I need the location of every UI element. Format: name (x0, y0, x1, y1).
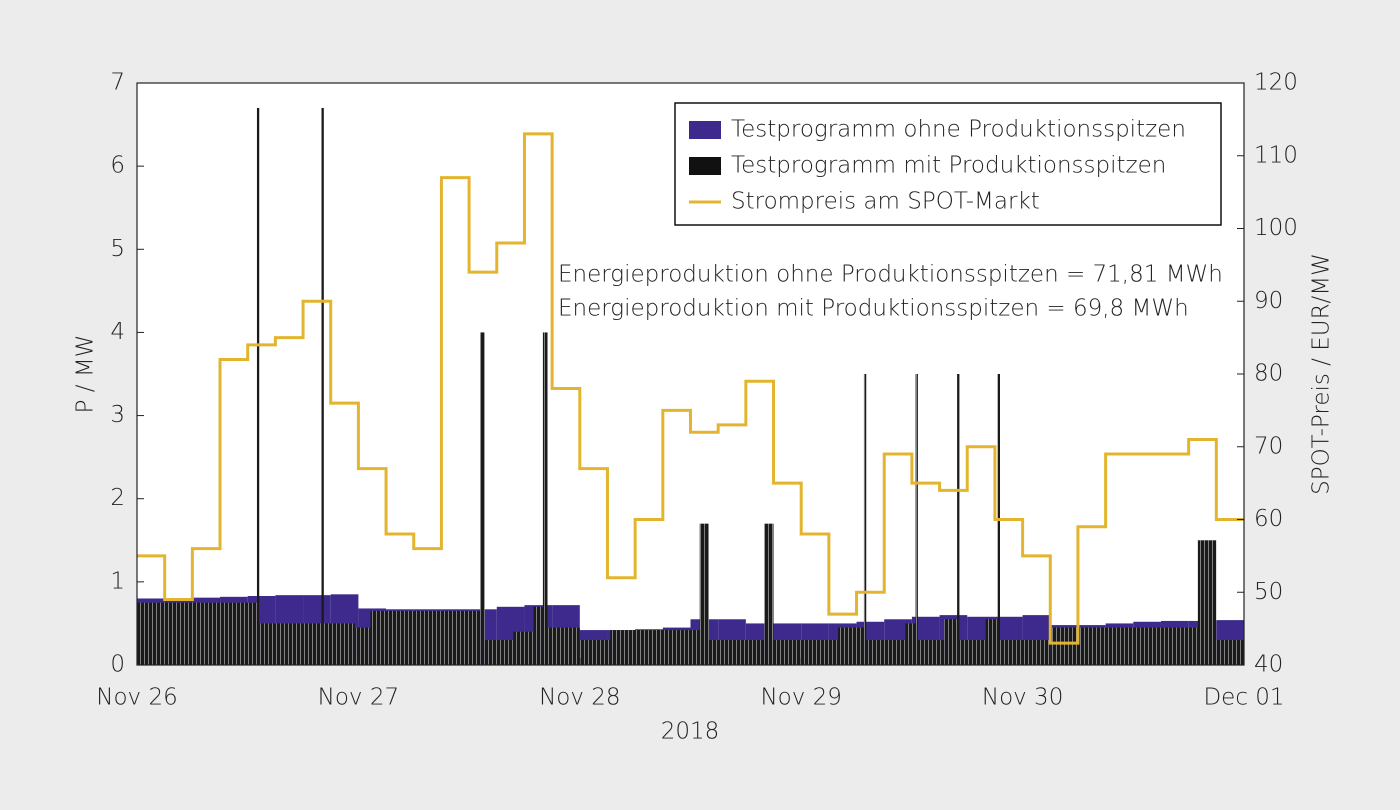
y2-tick-label: 80 (1254, 361, 1283, 387)
legend-label: Testprogramm mit Produktionsspitzen (731, 153, 1166, 179)
x-tick-label: Nov 26 (96, 685, 177, 711)
bar (773, 640, 839, 665)
price-line (137, 132, 1244, 645)
bar (1216, 640, 1244, 665)
x-tick-label: Nov 28 (539, 685, 620, 711)
y-tick-label: 3 (110, 402, 125, 428)
annotation: Energieproduktion mit Produktionsspitzen… (558, 296, 1189, 322)
y2-tick-label: 110 (1254, 142, 1298, 168)
y-axis-label: P / MW (73, 335, 99, 414)
y2-axis-label: SPOT-Preis / EUR/MW (1309, 253, 1335, 495)
bar (321, 107, 324, 665)
bar (513, 631, 534, 665)
bar (764, 523, 774, 665)
bar (256, 107, 260, 665)
bar (137, 602, 257, 665)
bar (259, 623, 322, 665)
legend-label: Strompreis am SPOT-Markt (731, 189, 1040, 215)
legend-swatch (689, 121, 721, 139)
x-tick-label: Dec 01 (1203, 685, 1284, 711)
bar (480, 332, 485, 665)
bar (484, 640, 514, 665)
y-tick-label: 2 (110, 485, 125, 511)
bar (863, 374, 867, 665)
y-tick-label: 6 (110, 153, 125, 179)
bar (354, 627, 371, 665)
y-tick-label: 0 (110, 652, 125, 678)
y-tick-label: 4 (110, 319, 125, 345)
legend-box (674, 102, 1222, 226)
bar (542, 332, 548, 665)
legend-swatch (689, 157, 721, 175)
bar (905, 623, 916, 665)
bar (610, 630, 700, 665)
y2-tick-label: 40 (1254, 652, 1283, 678)
y2-tick-label: 100 (1254, 215, 1298, 241)
x-tick-label: Nov 29 (760, 685, 841, 711)
bar (370, 610, 481, 665)
bar (915, 374, 918, 665)
x-axis-label: 2018 (661, 719, 720, 745)
y-tick-label: 7 (110, 70, 125, 96)
bar (917, 640, 945, 665)
y2-tick-label: 120 (1254, 70, 1298, 96)
y2-tick-label: 70 (1254, 433, 1283, 459)
bar (866, 640, 906, 665)
bar (985, 619, 998, 665)
bar (1050, 627, 1198, 665)
y2-tick-label: 50 (1254, 579, 1283, 605)
bar (708, 640, 765, 665)
bar (533, 606, 543, 665)
bar (838, 627, 864, 665)
bar (579, 640, 611, 665)
bar (959, 640, 986, 665)
bar (547, 627, 580, 665)
bar (999, 640, 1051, 665)
y2-tick-label: 90 (1254, 288, 1283, 314)
x-tick-label: Nov 30 (982, 685, 1063, 711)
y2-tick-label: 60 (1254, 506, 1283, 532)
x-tick-label: Nov 27 (318, 685, 399, 711)
y-tick-label: 5 (110, 236, 125, 262)
legend-label: Testprogramm ohne Produktionsspitzen (731, 117, 1186, 143)
bar (699, 523, 709, 665)
bar (1197, 540, 1217, 665)
annotation: Energieproduktion ohne Produktionsspitze… (558, 262, 1223, 288)
bar (957, 374, 960, 665)
bar (323, 623, 355, 665)
y-tick-label: 1 (110, 568, 125, 594)
bar (944, 619, 958, 665)
